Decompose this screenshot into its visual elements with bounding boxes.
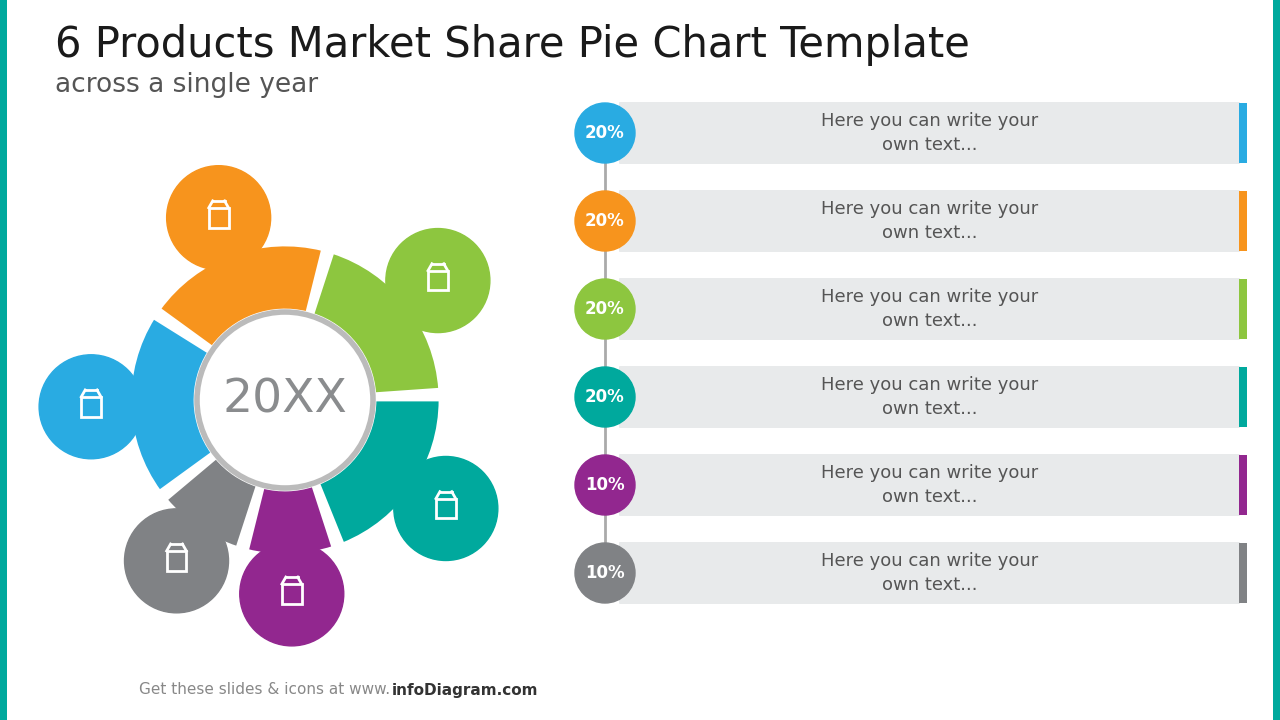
Circle shape bbox=[575, 543, 635, 603]
Bar bbox=[1239, 543, 1247, 603]
Bar bbox=[436, 499, 456, 518]
Bar bbox=[1239, 279, 1247, 339]
Text: Get these slides & icons at www.: Get these slides & icons at www. bbox=[138, 683, 390, 698]
Circle shape bbox=[575, 279, 635, 339]
Text: Here you can write your
own text...: Here you can write your own text... bbox=[820, 552, 1038, 595]
Bar bbox=[1239, 191, 1247, 251]
Wedge shape bbox=[319, 400, 440, 544]
Text: 20XX: 20XX bbox=[223, 377, 347, 423]
FancyBboxPatch shape bbox=[620, 366, 1240, 428]
Bar bbox=[282, 584, 302, 604]
Bar bbox=[166, 551, 187, 571]
Text: across a single year: across a single year bbox=[55, 72, 319, 98]
Wedge shape bbox=[160, 245, 323, 347]
Circle shape bbox=[575, 367, 635, 427]
Bar bbox=[1239, 455, 1247, 515]
Text: Here you can write your
own text...: Here you can write your own text... bbox=[820, 464, 1038, 506]
Bar bbox=[1239, 367, 1247, 427]
Bar bbox=[209, 208, 229, 228]
Circle shape bbox=[124, 509, 229, 613]
FancyBboxPatch shape bbox=[620, 190, 1240, 252]
Bar bbox=[81, 397, 101, 417]
Text: Here you can write your
own text...: Here you can write your own text... bbox=[820, 376, 1038, 418]
Text: Here you can write your
own text...: Here you can write your own text... bbox=[820, 199, 1038, 243]
Circle shape bbox=[575, 455, 635, 515]
Circle shape bbox=[575, 191, 635, 251]
FancyBboxPatch shape bbox=[620, 542, 1240, 604]
Circle shape bbox=[239, 542, 344, 646]
Wedge shape bbox=[166, 458, 257, 547]
Bar bbox=[1239, 103, 1247, 163]
Text: 6 Products Market Share Pie Chart Template: 6 Products Market Share Pie Chart Templa… bbox=[55, 24, 970, 66]
FancyBboxPatch shape bbox=[620, 454, 1240, 516]
Bar bbox=[0, 0, 6, 720]
Text: 20%: 20% bbox=[585, 388, 625, 406]
FancyBboxPatch shape bbox=[620, 278, 1240, 340]
FancyBboxPatch shape bbox=[620, 102, 1240, 164]
Text: Here you can write your
own text...: Here you can write your own text... bbox=[820, 287, 1038, 330]
Text: 10%: 10% bbox=[585, 476, 625, 494]
Bar bbox=[1274, 0, 1280, 720]
Text: Here you can write your
own text...: Here you can write your own text... bbox=[820, 112, 1038, 155]
Wedge shape bbox=[131, 318, 212, 491]
Text: 20%: 20% bbox=[585, 300, 625, 318]
Text: 10%: 10% bbox=[585, 564, 625, 582]
Circle shape bbox=[197, 312, 372, 488]
Circle shape bbox=[40, 355, 143, 459]
Text: infoDiagram.com: infoDiagram.com bbox=[392, 683, 539, 698]
Circle shape bbox=[385, 228, 490, 333]
Circle shape bbox=[166, 166, 270, 270]
Circle shape bbox=[394, 456, 498, 560]
Wedge shape bbox=[247, 485, 333, 555]
Text: 20%: 20% bbox=[585, 124, 625, 142]
Circle shape bbox=[575, 103, 635, 163]
Wedge shape bbox=[312, 253, 439, 394]
Bar bbox=[428, 271, 448, 290]
Text: 20%: 20% bbox=[585, 212, 625, 230]
